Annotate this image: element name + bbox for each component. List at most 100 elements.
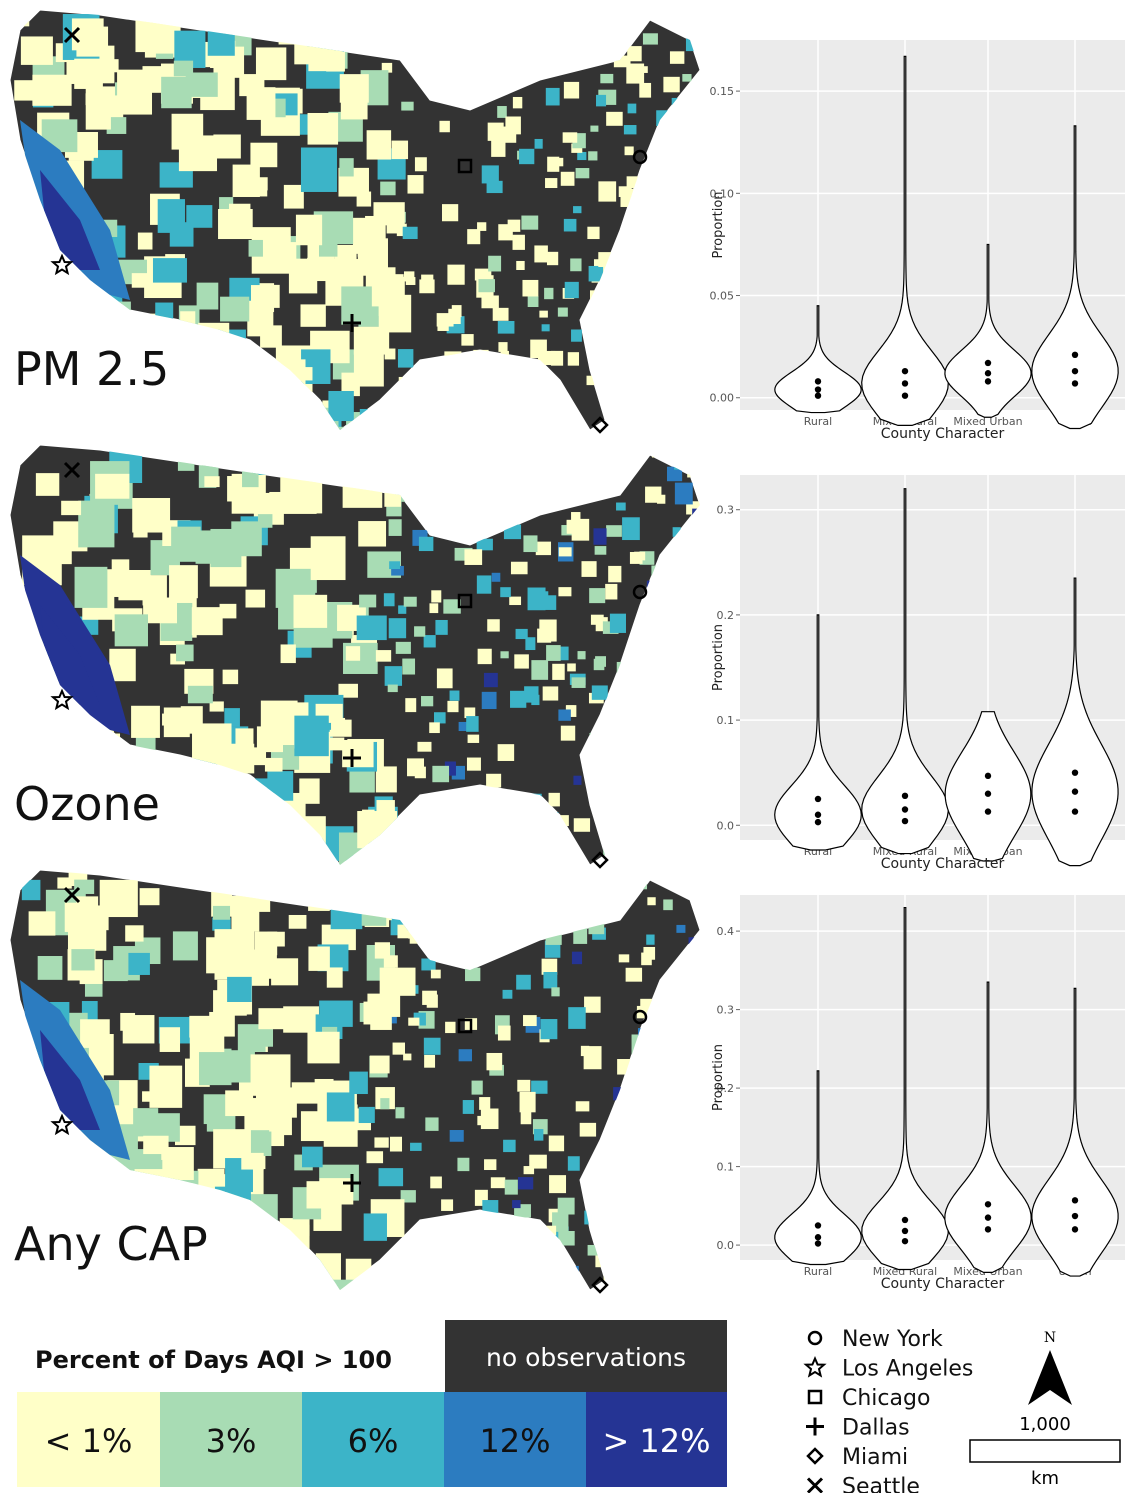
county [557,307,568,317]
county [616,465,629,481]
county [517,1177,534,1190]
county [447,264,465,285]
symbol-circle [632,584,648,600]
county [106,117,127,134]
county [410,1269,423,1279]
symbol-x [63,26,81,44]
county [523,535,538,553]
quartile-dot [984,772,992,780]
city-marker [63,886,81,904]
county [509,596,522,606]
county [500,587,511,598]
county [389,561,401,570]
county [99,728,114,744]
county [398,605,407,614]
county [220,296,250,322]
county [288,914,307,929]
county [307,112,339,145]
x-axis-title: County Character [881,856,1005,872]
county [696,534,700,545]
county [208,785,237,819]
quartile-dot [814,386,822,393]
county [541,958,558,975]
county [477,222,487,231]
north-arrow [1028,1350,1072,1405]
county [429,722,440,734]
county [467,734,480,743]
county [57,877,72,889]
county [546,251,559,266]
city-marker [50,688,74,711]
county [678,718,693,737]
county [272,1252,295,1278]
county [478,351,487,359]
california [20,120,130,300]
county [552,1212,569,1232]
county [489,478,506,494]
legend-title: Percent of Days AQI > 100 [35,1346,392,1374]
county [421,274,434,285]
county [645,10,658,20]
county [623,125,637,135]
county [531,1080,548,1094]
city-legend-label: New York [842,1327,943,1352]
county [233,372,270,413]
county [357,233,380,257]
county [541,497,551,509]
county [395,641,411,654]
county [655,446,666,456]
county [431,590,442,603]
county [204,476,220,488]
county [267,771,294,801]
county [307,257,332,282]
county [465,967,481,982]
county [380,1098,390,1110]
county [527,46,540,61]
county [595,656,607,667]
county [443,32,452,43]
county [310,536,346,581]
x-tick-label: Mixed Rural [873,1265,937,1278]
county [604,1207,620,1222]
county [662,634,678,651]
county [33,266,69,310]
county [670,1211,682,1224]
county [581,561,597,577]
county [318,241,338,257]
county [210,427,228,430]
county [268,385,295,405]
county [490,1282,508,1290]
county [283,184,304,209]
violin [1031,987,1119,1277]
county [630,1204,642,1218]
county [396,223,407,237]
county [402,658,416,675]
county [399,399,417,414]
county [38,733,77,765]
county [451,1261,464,1272]
quartile-dot [901,1227,909,1235]
county [502,989,513,999]
county [570,902,586,915]
county [567,907,582,922]
county [534,245,548,263]
county [637,1028,651,1038]
city-marker [63,461,81,479]
county [547,156,560,172]
county [457,880,469,894]
county [606,111,623,126]
county [376,800,395,815]
county [244,863,261,865]
county [525,413,543,430]
county [160,405,175,420]
county [625,1068,638,1085]
county [74,58,103,89]
symbol-square [457,1018,473,1034]
county [656,770,667,781]
county [563,81,580,99]
county [76,896,99,915]
county [327,1279,357,1290]
county [461,1289,473,1290]
county [542,856,555,865]
county [650,1223,664,1234]
